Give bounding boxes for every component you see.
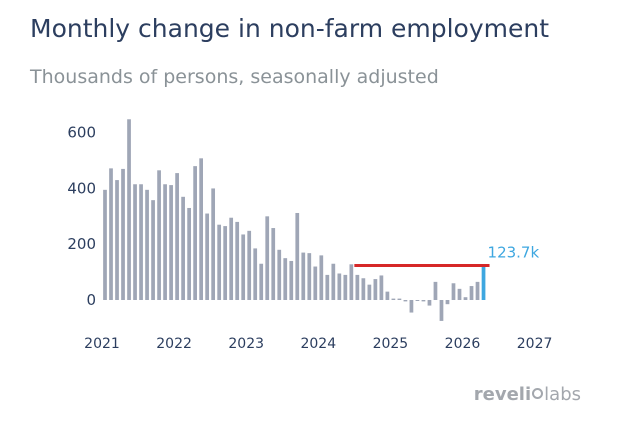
bar bbox=[337, 273, 342, 300]
bar bbox=[157, 170, 161, 300]
bars bbox=[103, 119, 486, 321]
bar bbox=[211, 188, 216, 300]
bar bbox=[319, 255, 324, 300]
brand-logo: reveli labs bbox=[474, 384, 581, 405]
chart-title: Monthly change in non-farm employment bbox=[30, 14, 550, 43]
bar bbox=[283, 258, 288, 300]
reference-line-group: 123.7k bbox=[354, 244, 540, 268]
logo-text-left: reveli bbox=[473, 384, 532, 405]
bar bbox=[121, 168, 125, 300]
bar bbox=[397, 298, 402, 300]
x-tick-label: 2027 bbox=[517, 336, 553, 352]
x-tick-label: 2022 bbox=[156, 336, 192, 352]
bar bbox=[115, 180, 119, 300]
x-tick-label: 2021 bbox=[84, 336, 120, 352]
bar bbox=[367, 284, 372, 300]
bar bbox=[355, 274, 360, 300]
bar bbox=[265, 216, 270, 300]
x-tick-label: 2025 bbox=[373, 336, 409, 352]
bar bbox=[295, 212, 300, 300]
bar bbox=[361, 278, 366, 300]
bar bbox=[247, 230, 252, 300]
chart-subtitle: Thousands of persons, seasonally adjuste… bbox=[30, 66, 439, 88]
bar bbox=[253, 248, 258, 300]
bar bbox=[463, 297, 468, 300]
bar bbox=[193, 166, 197, 300]
bar bbox=[433, 281, 438, 300]
x-tick-label: 2023 bbox=[228, 336, 264, 352]
bar bbox=[205, 213, 210, 300]
x-tick-label: 2024 bbox=[300, 336, 336, 352]
bar bbox=[457, 288, 462, 300]
bar bbox=[223, 226, 228, 300]
bar bbox=[331, 263, 336, 300]
bar bbox=[325, 274, 330, 300]
bar bbox=[343, 274, 348, 300]
y-axis: 0 200 400 600 bbox=[67, 124, 96, 309]
bar bbox=[271, 228, 276, 300]
bar bbox=[187, 207, 191, 300]
logo-text-right: labs bbox=[544, 384, 581, 405]
bar bbox=[217, 224, 222, 300]
bar bbox=[451, 283, 456, 300]
bar bbox=[229, 217, 234, 300]
bar bbox=[445, 300, 450, 305]
bar bbox=[301, 252, 306, 300]
bar bbox=[415, 300, 420, 301]
x-tick-label: 2026 bbox=[445, 336, 481, 352]
bar bbox=[169, 185, 173, 300]
highlight-value-label: 123.7k bbox=[488, 244, 540, 262]
bar bbox=[163, 184, 167, 300]
bar bbox=[277, 249, 282, 300]
y-tick-label: 600 bbox=[67, 124, 96, 142]
y-tick-label: 200 bbox=[67, 235, 96, 253]
bar bbox=[151, 200, 155, 300]
bar bbox=[469, 286, 474, 300]
bar bbox=[427, 300, 432, 306]
bar bbox=[199, 158, 204, 300]
bar bbox=[385, 291, 390, 300]
bar bbox=[127, 119, 131, 300]
bar bbox=[259, 263, 264, 300]
bar bbox=[235, 221, 240, 300]
bar bbox=[289, 260, 294, 300]
bar bbox=[475, 281, 480, 300]
bar bbox=[403, 300, 408, 302]
x-axis: 2021 2022 2023 2024 2025 2026 2027 bbox=[84, 336, 552, 352]
y-tick-label: 0 bbox=[86, 291, 96, 309]
logo-ring-icon bbox=[532, 388, 544, 399]
highlight-bar bbox=[481, 265, 486, 300]
bar bbox=[421, 300, 426, 302]
bar bbox=[175, 173, 179, 300]
bar bbox=[181, 196, 185, 300]
bar bbox=[241, 234, 246, 300]
bar bbox=[439, 300, 444, 321]
bar bbox=[109, 168, 113, 300]
bar bbox=[133, 184, 137, 300]
bar bbox=[373, 279, 378, 300]
bar bbox=[313, 266, 318, 300]
bar bbox=[145, 189, 149, 300]
bar bbox=[409, 300, 414, 313]
bar bbox=[349, 264, 354, 300]
bar bbox=[307, 253, 312, 300]
y-tick-label: 400 bbox=[67, 179, 96, 197]
bar bbox=[139, 184, 143, 300]
bar bbox=[103, 189, 107, 300]
bar bbox=[391, 298, 396, 300]
bar bbox=[379, 275, 384, 300]
